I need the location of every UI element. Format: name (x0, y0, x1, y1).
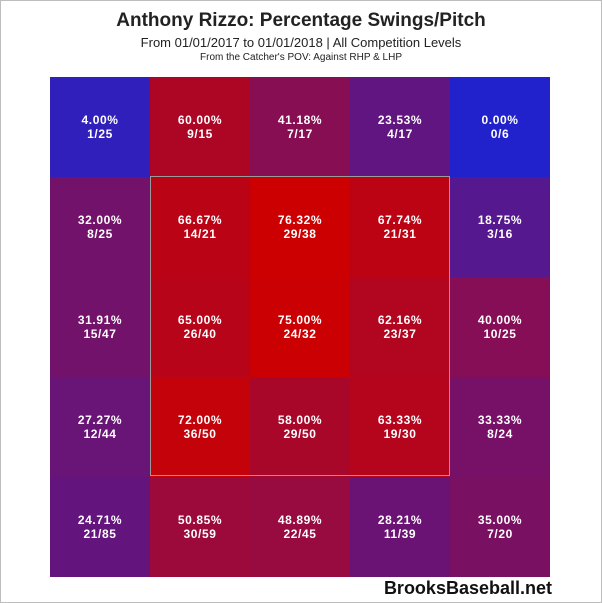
cell-percentage: 75.00% (277, 313, 323, 327)
heatmap-cell: 58.00% 29/50 (250, 377, 350, 477)
cell-fraction: 22/45 (283, 527, 317, 541)
cell-percentage: 63.33% (377, 413, 423, 427)
cell-percentage: 66.67% (177, 213, 223, 227)
cell-fraction: 30/59 (183, 527, 217, 541)
cell-fraction: 0/6 (490, 127, 510, 141)
heatmap-cell: 72.00% 36/50 (150, 377, 250, 477)
cell-fraction: 12/44 (83, 427, 117, 441)
heatmap-cell: 0.00% 0/6 (450, 77, 550, 177)
cell-percentage: 4.00% (81, 113, 119, 127)
cell-percentage: 23.53% (377, 113, 423, 127)
cell-percentage: 62.16% (377, 313, 423, 327)
cell-percentage: 18.75% (477, 213, 523, 227)
cell-fraction: 26/40 (183, 327, 217, 341)
cell-percentage: 0.00% (481, 113, 519, 127)
chart-title: Anthony Rizzo: Percentage Swings/Pitch (116, 10, 486, 31)
heatmap-cell: 40.00% 10/25 (450, 277, 550, 377)
cell-percentage: 24.71% (77, 513, 123, 527)
cell-fraction: 21/85 (83, 527, 117, 541)
cell-percentage: 41.18% (277, 113, 323, 127)
cell-fraction: 23/37 (383, 327, 417, 341)
heatmap-cell: 75.00% 24/32 (250, 277, 350, 377)
heatmap-cell: 62.16% 23/37 (350, 277, 450, 377)
cell-fraction: 4/17 (387, 127, 413, 141)
cell-percentage: 31.91% (77, 313, 123, 327)
heatmap-cell: 65.00% 26/40 (150, 277, 250, 377)
heatmap-cell: 31.91% 15/47 (50, 277, 150, 377)
heatmap-cell: 35.00% 7/20 (450, 477, 550, 577)
heatmap-cell: 28.21% 11/39 (350, 477, 450, 577)
cell-percentage: 27.27% (77, 413, 123, 427)
heatmap-cell: 18.75% 3/16 (450, 177, 550, 277)
cell-percentage: 40.00% (477, 313, 523, 327)
cell-percentage: 35.00% (477, 513, 523, 527)
cell-fraction: 29/50 (283, 427, 317, 441)
cell-fraction: 8/25 (87, 227, 113, 241)
cell-fraction: 15/47 (83, 327, 117, 341)
heatmap-cell: 23.53% 4/17 (350, 77, 450, 177)
chart-subtitle: From 01/01/2017 to 01/01/2018 | All Comp… (140, 35, 462, 50)
cell-fraction: 14/21 (183, 227, 217, 241)
heatmap-cell: 67.74% 21/31 (350, 177, 450, 277)
cell-percentage: 33.33% (477, 413, 523, 427)
heatmap-cell: 33.33% 8/24 (450, 377, 550, 477)
heatmap-cell: 60.00% 9/15 (150, 77, 250, 177)
heatmap-cell: 32.00% 8/25 (50, 177, 150, 277)
cell-fraction: 9/15 (187, 127, 213, 141)
cell-fraction: 1/25 (87, 127, 113, 141)
heatmap-cell: 66.67% 14/21 (150, 177, 250, 277)
heatmap-cell: 50.85% 30/59 (150, 477, 250, 577)
cell-percentage: 65.00% (177, 313, 223, 327)
cell-fraction: 36/50 (183, 427, 217, 441)
cell-fraction: 8/24 (487, 427, 513, 441)
heatmap-cell: 41.18% 7/17 (250, 77, 350, 177)
heatmap-grid: 4.00% 1/25 60.00% 9/15 41.18% 7/17 23.53% 4/17 0… (50, 77, 550, 577)
cell-fraction: 29/38 (283, 227, 317, 241)
cell-fraction: 7/20 (487, 527, 513, 541)
cell-fraction: 21/31 (383, 227, 417, 241)
brand-watermark: BrooksBaseball.net (383, 578, 552, 598)
cell-percentage: 58.00% (277, 413, 323, 427)
cell-percentage: 50.85% (177, 513, 223, 527)
cell-percentage: 28.21% (377, 513, 423, 527)
heatmap-cell: 48.89% 22/45 (250, 477, 350, 577)
cell-fraction: 7/17 (287, 127, 313, 141)
cell-percentage: 32.00% (77, 213, 123, 227)
cell-fraction: 3/16 (487, 227, 513, 241)
cell-percentage: 67.74% (377, 213, 423, 227)
heatmap-cell: 63.33% 19/30 (350, 377, 450, 477)
cell-fraction: 24/32 (283, 327, 317, 341)
cell-fraction: 19/30 (383, 427, 417, 441)
cell-percentage: 72.00% (177, 413, 223, 427)
heatmap-cell: 24.71% 21/85 (50, 477, 150, 577)
heatmap-cell: 27.27% 12/44 (50, 377, 150, 477)
cell-fraction: 11/39 (383, 527, 417, 541)
cell-percentage: 60.00% (177, 113, 223, 127)
heatmap-cell: 76.32% 29/38 (250, 177, 350, 277)
heatmap-cell: 4.00% 1/25 (50, 77, 150, 177)
cell-percentage: 48.89% (277, 513, 323, 527)
cell-percentage: 76.32% (277, 213, 323, 227)
chart-subtitle-pov: From the Catcher's POV: Against RHP & LH… (200, 52, 402, 63)
cell-fraction: 10/25 (483, 327, 517, 341)
